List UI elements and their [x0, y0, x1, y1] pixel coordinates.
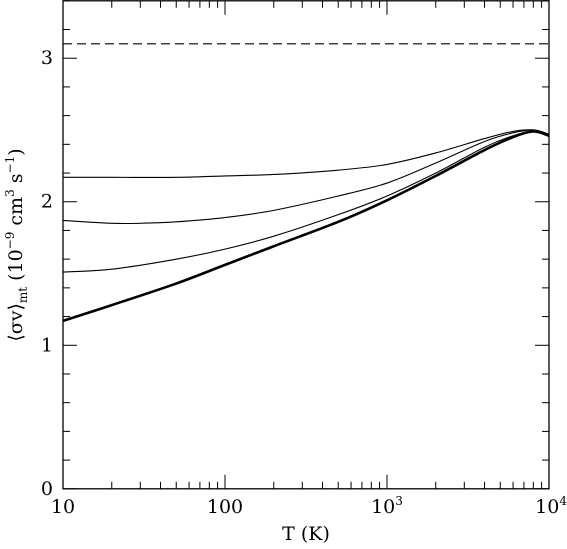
y-tick-label: 0	[41, 478, 53, 500]
y-axis-label-units-mid: cm	[5, 197, 27, 232]
y-tick-label: 2	[41, 191, 53, 213]
y-axis-label-units-mid2: s	[5, 173, 27, 189]
y-tick-label: 1	[41, 334, 53, 356]
x-tick-labels: 10 100 103 104	[51, 494, 567, 518]
y-tick-labels: 0 1 2 3	[41, 47, 53, 500]
x-tick-label-base: 10	[51, 496, 75, 518]
x-tick-label-exp: 4	[559, 494, 567, 508]
x-tick-label-base: 100	[207, 496, 243, 518]
plot-series	[62, 43, 550, 323]
x-tick-label-base: 10	[535, 496, 559, 518]
series-line-2	[62, 129, 550, 225]
series-line-3	[62, 130, 550, 273]
y-axis-label-subscript: mt	[16, 287, 30, 303]
x-tick-label-exp: 3	[395, 494, 403, 508]
y-tick-label: 3	[41, 47, 53, 69]
x-tick-label: 10	[51, 496, 75, 518]
x-tick-label: 104	[535, 494, 567, 518]
y-axis-label-units-open: (10	[5, 249, 27, 281]
y-axis-label-units-close: )	[5, 148, 27, 155]
y-axis-label-exp2: 3	[3, 189, 17, 197]
series-line-1	[63, 129, 550, 178]
y-axis-label: ⟨σv⟩mt (10−9 cm3 s−1)	[3, 148, 30, 341]
x-tick-label-base: 10	[371, 496, 395, 518]
series-line-4	[62, 130, 550, 323]
y-axis-label-exp1: −9	[3, 232, 17, 250]
y-axis-label-main: ⟨σv⟩	[5, 303, 27, 342]
x-tick-label: 100	[207, 496, 243, 518]
x-axis-label: T (K)	[282, 523, 330, 545]
plot-frame	[62, 0, 550, 490]
x-tick-label: 103	[371, 494, 403, 518]
y-axis-label-exp3: −1	[3, 156, 17, 174]
axis-ticks	[62, 0, 549, 490]
